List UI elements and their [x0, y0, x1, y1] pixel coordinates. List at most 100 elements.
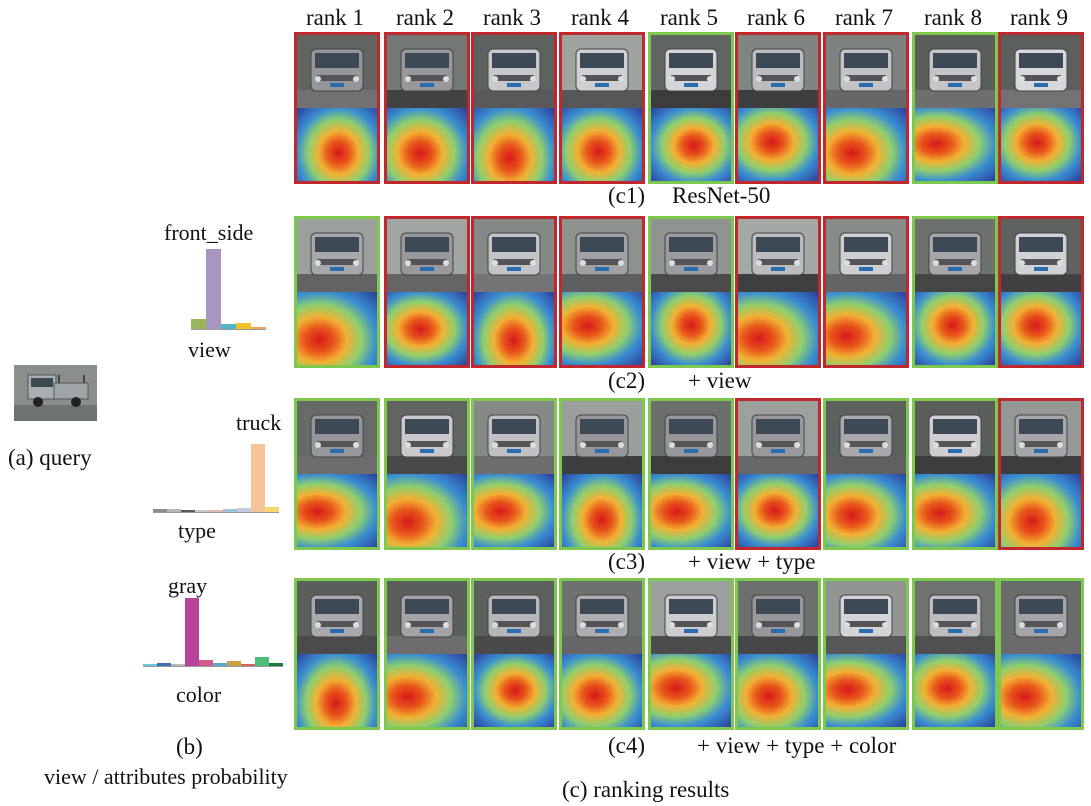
vehicle-photo	[738, 35, 818, 108]
vehicle-photo	[387, 35, 467, 108]
color-bar-9	[255, 657, 269, 666]
result-c1-rank-9-wrong	[998, 32, 1084, 184]
type-bar-6	[223, 509, 237, 512]
type-bar-7	[237, 508, 251, 512]
vehicle-photo	[474, 401, 554, 474]
result-c2-rank-1-correct	[294, 216, 380, 368]
result-c2-rank-5-correct	[648, 216, 734, 368]
attention-heatmap	[738, 654, 818, 727]
result-c4-rank-7-correct	[823, 578, 909, 730]
vehicle-photo	[738, 581, 818, 654]
vehicle-photo	[562, 401, 642, 474]
attention-heatmap	[562, 474, 642, 547]
attention-heatmap	[1001, 474, 1081, 547]
type-top-label: truck	[236, 410, 282, 435]
type-bar-8	[251, 444, 265, 512]
result-c4-rank-3-correct	[471, 578, 557, 730]
result-c3-rank-4-correct	[559, 398, 645, 550]
attention-heatmap	[915, 292, 995, 365]
view-bar-4	[236, 323, 251, 329]
result-c3-rank-8-correct	[912, 398, 998, 550]
rank-header-7: rank 7	[834, 5, 894, 30]
attention-heatmap	[826, 654, 906, 727]
type-axis-label: type	[178, 518, 216, 543]
attention-heatmap	[474, 474, 554, 547]
attention-heatmap	[297, 292, 377, 365]
view-axis-label: view	[188, 337, 231, 362]
color-bar-5	[199, 660, 213, 666]
row-caption-c4: + view + type + color	[697, 733, 897, 758]
result-c3-rank-9-wrong	[998, 398, 1084, 550]
vehicle-photo	[387, 401, 467, 474]
result-c2-rank-6-wrong	[735, 216, 821, 368]
attention-heatmap	[738, 292, 818, 365]
query-vehicle-image	[14, 365, 97, 421]
attention-heatmap	[738, 108, 818, 181]
vehicle-photo	[387, 581, 467, 654]
color-bar-6	[213, 663, 227, 666]
result-c3-rank-6-wrong	[735, 398, 821, 550]
vehicle-photo	[915, 581, 995, 654]
vehicle-photo	[1001, 219, 1081, 292]
result-c2-rank-7-wrong	[823, 216, 909, 368]
color-axis-label: color	[176, 682, 222, 707]
rank-header-8: rank 8	[923, 5, 983, 30]
attention-heatmap	[738, 474, 818, 547]
row-label-c4: (c4)	[608, 733, 646, 758]
result-c4-rank-5-correct	[648, 578, 734, 730]
color-bar-4	[185, 598, 199, 666]
rank-header-1: rank 1	[305, 5, 365, 30]
type-bar-1	[153, 509, 167, 512]
vehicle-photo	[915, 35, 995, 108]
type-baseline	[153, 512, 279, 513]
attention-heatmap	[387, 292, 467, 365]
attention-heatmap	[387, 108, 467, 181]
attention-heatmap	[1001, 654, 1081, 727]
attention-heatmap	[474, 108, 554, 181]
vehicle-photo	[915, 401, 995, 474]
result-c2-rank-8-correct	[912, 216, 998, 368]
panel-b-label: (b)	[176, 734, 203, 759]
result-c4-rank-6-correct	[735, 578, 821, 730]
color-bar-3	[171, 664, 185, 666]
result-c2-rank-9-wrong	[998, 216, 1084, 368]
vehicle-photo	[297, 401, 377, 474]
result-c2-rank-4-wrong	[559, 216, 645, 368]
vehicle-photo	[826, 35, 906, 108]
vehicle-photo	[826, 401, 906, 474]
vehicle-photo	[826, 219, 906, 292]
row-caption-c1: ResNet-50	[672, 183, 771, 208]
attention-heatmap	[915, 108, 995, 181]
result-c4-rank-8-correct	[912, 578, 998, 730]
result-c1-rank-7-wrong	[823, 32, 909, 184]
result-c1-rank-2-wrong	[384, 32, 470, 184]
view-baseline	[191, 329, 266, 330]
row-caption-c2: + view	[688, 368, 752, 393]
attention-heatmap	[1001, 292, 1081, 365]
result-c1-rank-4-wrong	[559, 32, 645, 184]
color-bar-8	[241, 664, 255, 666]
view-bar-3	[221, 324, 236, 329]
row-label-c1: (c1)	[608, 183, 646, 208]
color-bar-1	[143, 664, 157, 666]
panel-c-caption: (c) ranking results	[562, 777, 730, 802]
color-bar-7	[227, 661, 241, 666]
vehicle-photo	[738, 219, 818, 292]
rank-header-5: rank 5	[659, 5, 719, 30]
attention-heatmap	[474, 654, 554, 727]
vehicle-photo	[474, 581, 554, 654]
vehicle-photo	[297, 581, 377, 654]
view-bar-1	[191, 319, 206, 329]
rank-header-2: rank 2	[395, 5, 455, 30]
vehicle-photo	[1001, 401, 1081, 474]
rank-header-6: rank 6	[746, 5, 806, 30]
result-c1-rank-3-wrong	[471, 32, 557, 184]
color-top-label: gray	[168, 573, 208, 598]
type-bar-3	[181, 510, 195, 512]
attention-heatmap	[297, 654, 377, 727]
vehicle-photo	[738, 401, 818, 474]
result-c3-rank-5-correct	[648, 398, 734, 550]
result-c3-rank-2-correct	[384, 398, 470, 550]
attention-heatmap	[651, 654, 731, 727]
vehicle-photo	[297, 35, 377, 108]
